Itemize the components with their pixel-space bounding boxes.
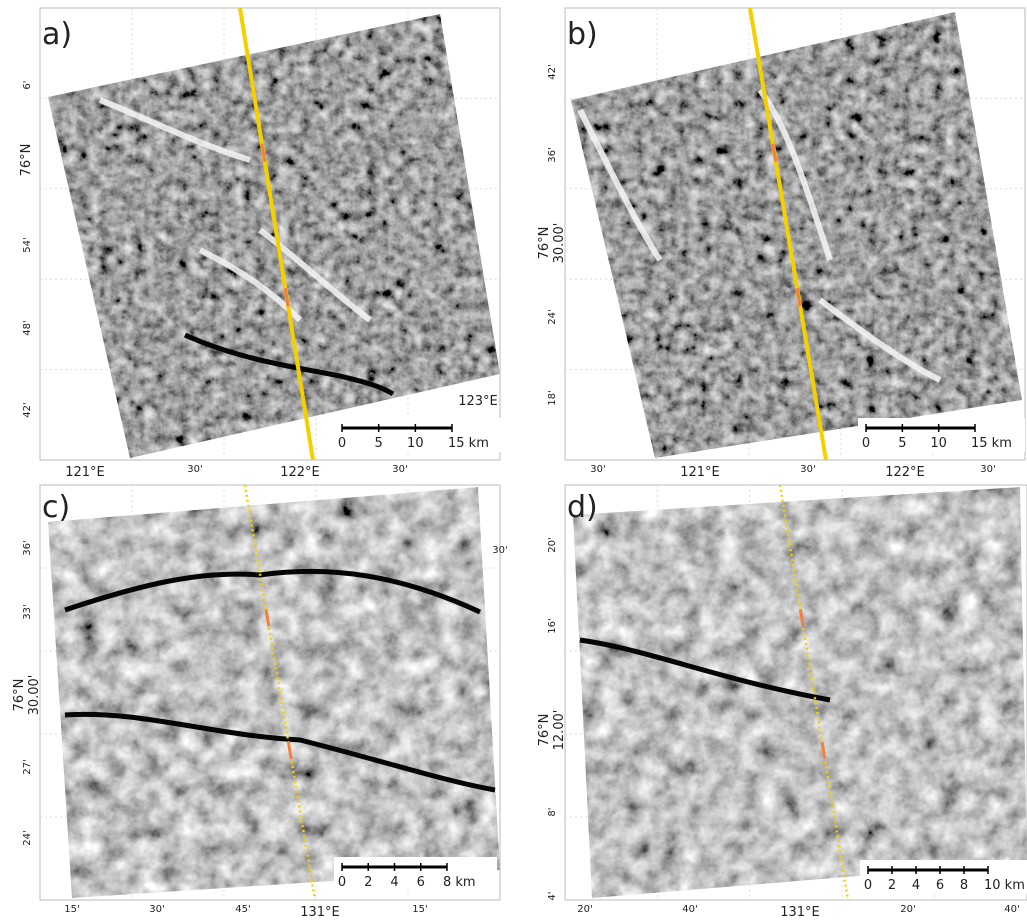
y-tick-label: 4' xyxy=(547,891,558,900)
sar-image xyxy=(40,485,500,900)
scale-label: 8 xyxy=(960,878,968,893)
y-tick-label: 18' xyxy=(547,390,558,405)
y-tick-line: 76°N xyxy=(537,714,552,747)
panel-label: d) xyxy=(567,490,598,525)
x-tick-label: 40' xyxy=(682,904,697,915)
y-tick-line: 76°N xyxy=(537,227,552,260)
scale-label: 2 xyxy=(888,878,896,893)
x-tick-label: 20' xyxy=(577,904,592,915)
y-tick-label: 48' xyxy=(22,320,33,335)
x-tick-label: 20' xyxy=(900,904,915,915)
y-tick-label: 76°N12.00' xyxy=(537,710,567,751)
scale-label: 0 xyxy=(864,878,872,893)
x-tick-label: 121°E xyxy=(65,465,105,480)
y-tick-label: 24' xyxy=(547,309,558,324)
x-tick-label: 30' xyxy=(800,464,815,475)
corner-label: 123°E xyxy=(458,394,498,409)
scale-label: 0 xyxy=(338,436,346,451)
y-tick-label: 33' xyxy=(22,604,33,619)
x-tick-label: 30' xyxy=(392,464,407,475)
scale-label: 4 xyxy=(390,875,398,890)
x-tick-label: 15' xyxy=(412,904,427,915)
y-tick-label: 27' xyxy=(22,759,33,774)
x-tick-label: 121°E xyxy=(680,465,720,480)
y-tick-label: 76°N xyxy=(19,144,34,177)
y-tick-label: 24' xyxy=(22,830,33,845)
y-tick-label: 16' xyxy=(547,618,558,633)
y-tick-label: 54' xyxy=(22,237,33,252)
y-tick-line: 12.00' xyxy=(552,710,567,751)
y-tick-label: 42' xyxy=(547,64,558,79)
x-tick-label: 30' xyxy=(980,464,995,475)
y-tick-line: 30.00' xyxy=(27,675,42,716)
x-tick-label: 15' xyxy=(64,904,79,915)
scale-label: 6 xyxy=(417,875,425,890)
y-tick-label: 36' xyxy=(547,147,558,162)
y-tick-label: 42' xyxy=(22,402,33,417)
y-tick-label: 6' xyxy=(22,80,33,89)
corner-label: 30' xyxy=(492,545,507,556)
y-tick-line: 76°N xyxy=(12,679,27,712)
scale-label: 8 km xyxy=(443,875,476,890)
y-tick-label: 76°N30.00' xyxy=(537,223,567,264)
scale-label: 5 xyxy=(375,436,383,451)
y-tick-label: 8' xyxy=(547,807,558,816)
scale-label: 5 xyxy=(898,436,906,451)
scale-label: 4 xyxy=(912,878,920,893)
scale-label: 10 xyxy=(930,436,947,451)
scale-label: 15 km xyxy=(971,436,1012,451)
scale-label: 2 xyxy=(364,875,372,890)
panel-label: a) xyxy=(42,17,72,52)
x-tick-label: 131°E xyxy=(300,905,340,920)
y-tick-line: 30.00' xyxy=(552,223,567,264)
x-tick-label: 122°E xyxy=(280,465,320,480)
x-tick-label: 30' xyxy=(590,464,605,475)
x-tick-label: 122°E xyxy=(885,465,925,480)
y-tick-label: 20' xyxy=(547,537,558,552)
panel-label: b) xyxy=(567,17,598,52)
scale-label: 0 xyxy=(338,875,346,890)
y-tick-label: 36' xyxy=(22,540,33,555)
panel-label: c) xyxy=(42,490,70,525)
x-tick-label: 30' xyxy=(187,464,202,475)
scale-label: 10 km xyxy=(984,878,1025,893)
x-tick-label: 30' xyxy=(149,904,164,915)
x-tick-label: 45' xyxy=(235,904,250,915)
x-tick-label: 40' xyxy=(1004,904,1019,915)
x-tick-label: 131°E xyxy=(780,905,820,920)
figure: a)6'76°N54'48'42'121°E30'122°E30'123°E05… xyxy=(0,0,1027,920)
scale-label: 0 xyxy=(862,436,870,451)
scale-label: 10 xyxy=(407,436,424,451)
scale-label: 15 km xyxy=(448,436,489,451)
y-tick-label: 76°N30.00' xyxy=(12,675,42,716)
scale-label: 6 xyxy=(936,878,944,893)
